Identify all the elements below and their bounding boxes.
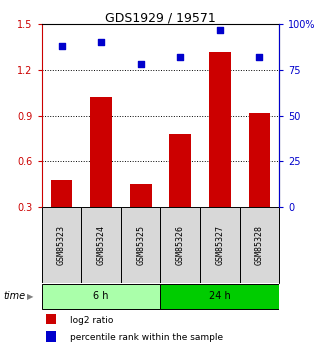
Text: time: time bbox=[3, 291, 25, 301]
Bar bbox=[240, 207, 279, 283]
Bar bbox=[51, 179, 73, 207]
Point bbox=[257, 54, 262, 60]
Bar bbox=[90, 97, 112, 207]
Text: 24 h: 24 h bbox=[209, 291, 231, 301]
Bar bbox=[47, 331, 56, 342]
Text: GSM85326: GSM85326 bbox=[176, 225, 185, 265]
Bar bbox=[209, 51, 231, 207]
Point bbox=[99, 40, 104, 45]
Bar bbox=[169, 134, 191, 207]
Bar bbox=[200, 207, 240, 283]
Text: log2 ratio: log2 ratio bbox=[70, 316, 114, 325]
Bar bbox=[248, 112, 270, 207]
Title: GDS1929 / 19571: GDS1929 / 19571 bbox=[105, 11, 216, 24]
Bar bbox=[160, 284, 279, 309]
Text: 6 h: 6 h bbox=[93, 291, 109, 301]
Bar bbox=[81, 207, 121, 283]
Text: GSM85327: GSM85327 bbox=[215, 225, 224, 265]
Text: GSM85325: GSM85325 bbox=[136, 225, 145, 265]
Bar bbox=[42, 207, 81, 283]
Bar bbox=[42, 284, 160, 309]
Text: GSM85328: GSM85328 bbox=[255, 225, 264, 265]
Point bbox=[138, 62, 143, 67]
Point bbox=[178, 54, 183, 60]
Text: ▶: ▶ bbox=[27, 292, 34, 300]
Text: GSM85324: GSM85324 bbox=[97, 225, 106, 265]
Bar bbox=[160, 207, 200, 283]
Bar bbox=[47, 314, 56, 324]
Point bbox=[59, 43, 64, 49]
Point bbox=[217, 27, 222, 32]
Bar bbox=[130, 184, 152, 207]
Bar bbox=[121, 207, 160, 283]
Text: GSM85323: GSM85323 bbox=[57, 225, 66, 265]
Text: percentile rank within the sample: percentile rank within the sample bbox=[70, 333, 223, 342]
